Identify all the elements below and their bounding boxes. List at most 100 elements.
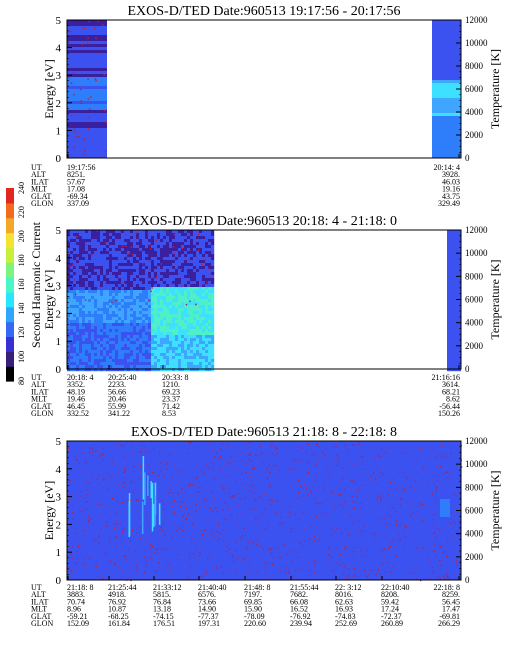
heatmap-cell [142, 254, 146, 258]
heatmap-cell [97, 266, 101, 270]
heatmap-cell [82, 296, 86, 300]
heatmap-cell [103, 353, 107, 357]
heatmap-speck [123, 482, 125, 484]
heatmap-speck [205, 464, 208, 466]
heatmap-speck [435, 536, 437, 539]
heatmap-speck [439, 545, 441, 548]
heatmap-speck [199, 486, 201, 488]
heatmap-cell [115, 242, 119, 246]
heatmap-cell [181, 278, 185, 282]
heatmap-cell [112, 329, 116, 333]
heatmap-speck [87, 127, 89, 130]
heatmap-cell [172, 341, 176, 345]
heatmap-cell [100, 236, 104, 240]
heatmap-speck [336, 527, 338, 529]
heatmap-speck [90, 96, 92, 98]
heatmap-cell [97, 314, 101, 318]
heatmap-cell [79, 329, 83, 333]
heatmap-cell [196, 368, 200, 372]
y-tick-label: 1 [56, 336, 62, 348]
heatmap-cell [193, 272, 197, 276]
heatmap-cell [109, 305, 113, 309]
heatmap-cell [211, 230, 215, 234]
heatmap-speck [335, 562, 338, 564]
heatmap-cell [157, 359, 161, 363]
heatmap-speck [158, 475, 160, 477]
heatmap-cell [166, 335, 170, 339]
heatmap-speck [315, 473, 317, 476]
heatmap-cell [121, 272, 125, 276]
heatmap-speck [96, 456, 98, 459]
heatmap-cell [148, 344, 152, 348]
heatmap-cell [76, 314, 80, 318]
heatmap-speck [168, 563, 170, 565]
heatmap-speck [146, 560, 148, 562]
heatmap-speck [394, 546, 396, 548]
heatmap-cell [130, 341, 134, 345]
heatmap-cell [151, 305, 155, 309]
heatmap-cell [432, 62, 461, 66]
y2-tick-label: 6000 [465, 295, 484, 305]
heatmap-cell [88, 230, 92, 234]
heatmap-speck [449, 471, 451, 473]
heatmap-speck [222, 572, 225, 574]
heatmap-speck [360, 549, 362, 551]
heatmap-cell [184, 353, 188, 357]
heatmap-cell [82, 287, 86, 291]
heatmap-speck [320, 502, 323, 505]
heatmap-cell [178, 254, 182, 258]
heatmap-cell [432, 95, 461, 99]
heatmap-speck [447, 477, 449, 479]
heatmap-cell [121, 368, 125, 372]
heatmap-speck [190, 283, 192, 285]
heatmap-speck [314, 572, 316, 574]
heatmap-cell [151, 263, 155, 267]
heatmap-cell [157, 242, 161, 246]
heatmap-cell [88, 341, 92, 345]
heatmap-cell [145, 356, 149, 360]
heatmap-cell [112, 296, 116, 300]
heatmap-cell [100, 347, 104, 351]
heatmap-cell [88, 302, 92, 306]
heatmap-cell [211, 329, 215, 333]
heatmap-speck [303, 495, 305, 497]
heatmap-cell [432, 77, 461, 81]
heatmap-cell [432, 152, 461, 156]
heatmap-cell [172, 248, 176, 252]
heatmap-cell [103, 338, 107, 342]
heatmap-cell [79, 290, 83, 294]
heatmap-cell [67, 35, 107, 39]
heatmap-cell [133, 320, 137, 324]
heatmap-cell [169, 299, 173, 303]
heatmap-cell [175, 323, 179, 327]
heatmap-cell [193, 257, 197, 261]
orbit-value: 8208. [381, 590, 399, 599]
heatmap-speck [165, 463, 167, 465]
heatmap-cell [148, 275, 152, 279]
heatmap-speck [192, 523, 194, 525]
heatmap-speck [150, 290, 152, 292]
heatmap-speck [198, 551, 201, 554]
heatmap-cell [148, 272, 152, 276]
heatmap-cell [205, 272, 209, 276]
heatmap-cell [118, 266, 122, 270]
heatmap-speck [84, 564, 86, 566]
heatmap-cell [154, 296, 158, 300]
heatmap-cell [151, 275, 155, 279]
heatmap-cell [97, 320, 101, 324]
heatmap-cell [196, 344, 200, 348]
heatmap-cell [73, 299, 77, 303]
heatmap-cell [124, 260, 128, 264]
heatmap-speck [73, 278, 76, 281]
heatmap-cell [115, 251, 119, 255]
heatmap-speck [310, 525, 312, 527]
heatmap-cell [432, 56, 461, 60]
heatmap-cell [190, 326, 194, 330]
heatmap-cell [115, 341, 119, 345]
heatmap-speck [133, 492, 135, 494]
heatmap-cell [112, 338, 116, 342]
heatmap-cell [181, 353, 185, 357]
heatmap-cell [145, 317, 149, 321]
heatmap-cell [106, 308, 110, 312]
heatmap-cell [187, 266, 191, 270]
